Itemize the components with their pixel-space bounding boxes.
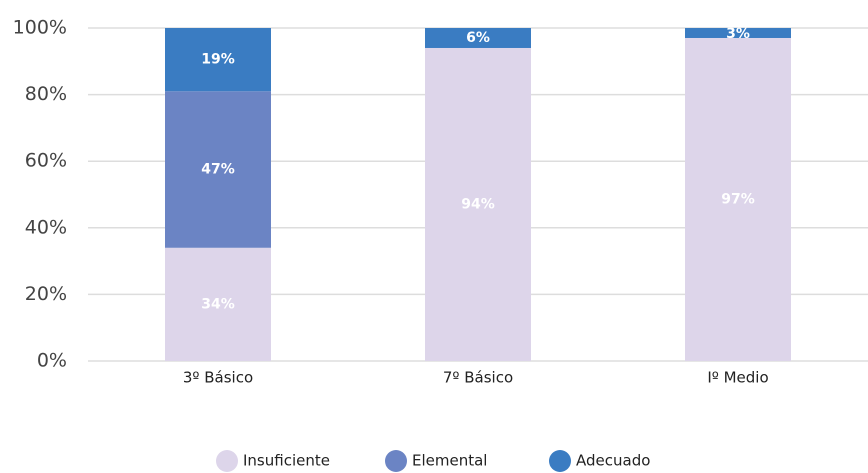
y-tick-label: 80% [25,83,67,105]
legend-swatch [385,450,407,472]
data-label: 97% [721,191,755,207]
x-tick-label: 7º Básico [443,369,513,387]
y-tick-label: 60% [25,150,67,172]
bar-segment [425,47,531,361]
legend-swatch [216,450,238,472]
x-tick-label: 3º Básico [183,369,253,387]
data-label: 19% [201,52,235,68]
data-label: 94% [461,196,495,212]
bar-segment [425,28,531,48]
bar-segment [165,247,271,361]
y-tick-label: 0% [37,350,67,372]
bar-segment [685,37,791,362]
bar-segment [165,91,271,248]
data-label: 47% [201,162,235,178]
legend-label: Insuficiente [243,452,330,470]
legend-swatch [549,450,571,472]
data-label: 34% [201,296,235,312]
bar-segment [685,28,791,38]
y-tick-label: 40% [25,216,67,238]
legend-label: Adecuado [576,452,650,470]
x-tick-label: Iº Medio [707,369,768,387]
data-label: 6% [466,30,490,46]
bar-segment [165,28,271,92]
y-tick-label: 100% [13,17,67,39]
data-label: 3% [726,26,750,42]
y-tick-label: 20% [25,283,67,305]
legend-label: Elemental [412,452,487,470]
